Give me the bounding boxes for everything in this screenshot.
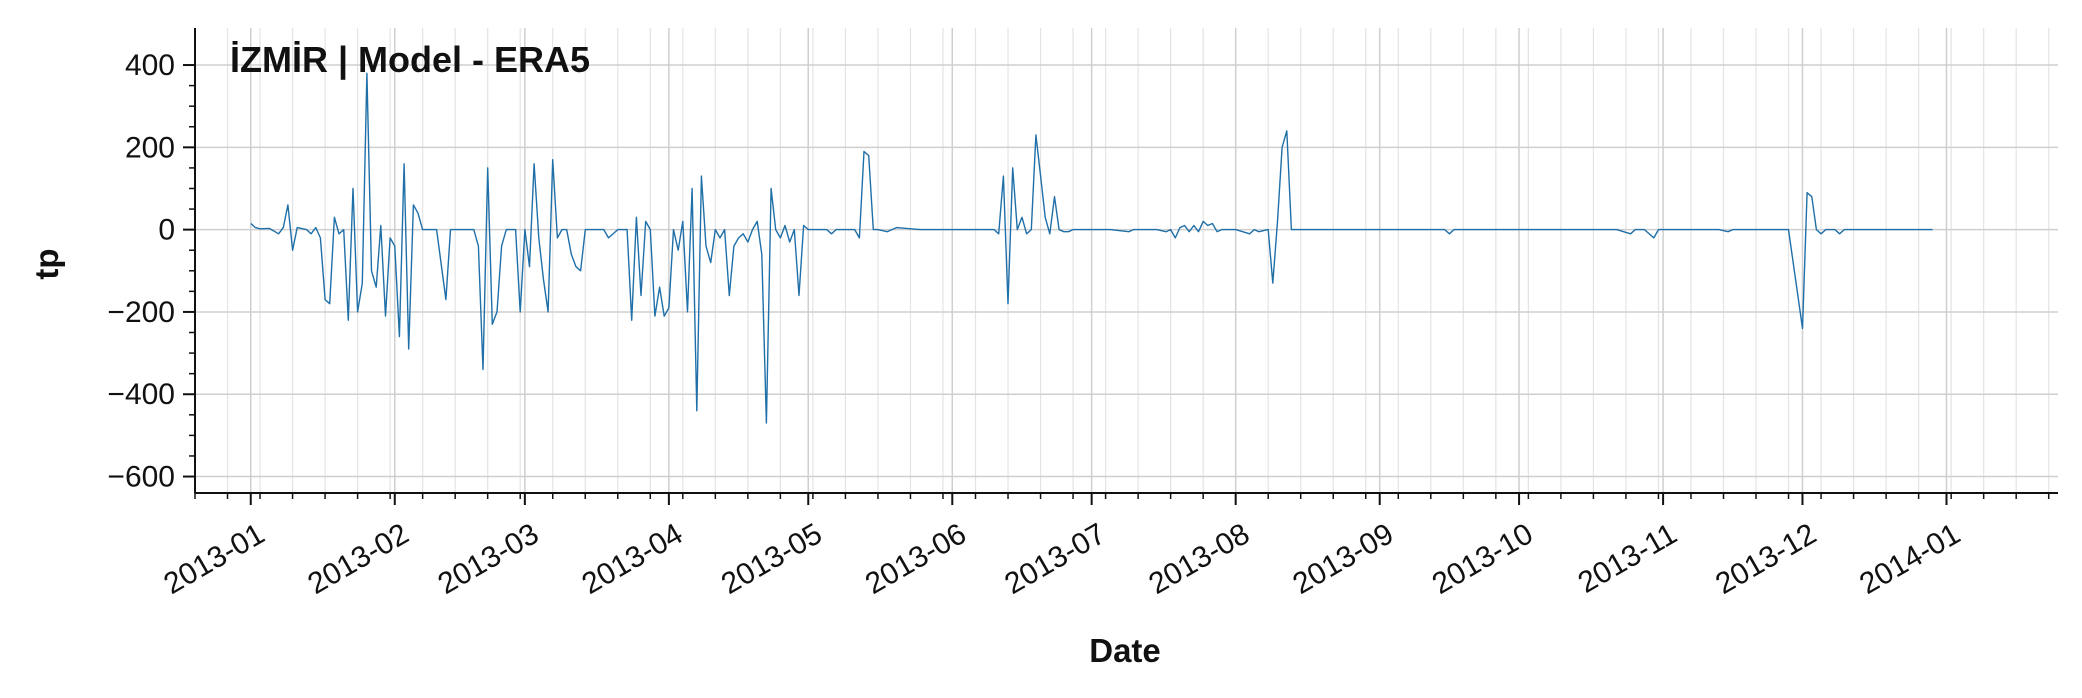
grid-lines <box>194 28 2058 493</box>
y-axis-ticks: 400 200 0 −200 −400 −600 <box>107 49 195 494</box>
x-tick-label: 2014-01 <box>1854 517 1966 601</box>
y-tick-label: 400 <box>125 49 175 82</box>
y-tick-label: −400 <box>107 378 175 411</box>
x-axis-ticks: 2013-01 2013-02 2013-03 2013-04 2013-05 2013-… <box>158 493 2050 601</box>
x-tick-label: 2013-06 <box>860 517 972 601</box>
x-tick-label: 2013-10 <box>1427 517 1539 601</box>
series-line <box>250 72 1933 424</box>
y-tick-label: 0 <box>158 214 175 247</box>
y-tick-label: 200 <box>125 131 175 164</box>
axes <box>194 28 2058 494</box>
x-tick-label: 2013-07 <box>999 517 1111 601</box>
x-tick-label: 2013-09 <box>1287 517 1399 601</box>
x-tick-label: 2013-02 <box>302 517 414 601</box>
x-tick-label: 2013-04 <box>577 517 689 601</box>
y-tick-label: −600 <box>107 461 175 494</box>
x-tick-label: 2013-03 <box>433 517 545 601</box>
y-tick-label: −200 <box>107 296 175 329</box>
x-tick-label: 2013-01 <box>158 517 270 601</box>
x-tick-label: 2013-08 <box>1143 517 1255 601</box>
x-tick-label: 2013-11 <box>1573 517 1683 600</box>
x-tick-label: 2013-05 <box>716 517 828 601</box>
chart-title: İZMİR | Model - ERA5 <box>230 39 590 81</box>
series-lines <box>250 72 1933 424</box>
x-tick-label: 2013-12 <box>1710 517 1822 601</box>
x-axis-title: Date <box>1089 632 1161 669</box>
y-axis-title: tp <box>28 248 65 279</box>
